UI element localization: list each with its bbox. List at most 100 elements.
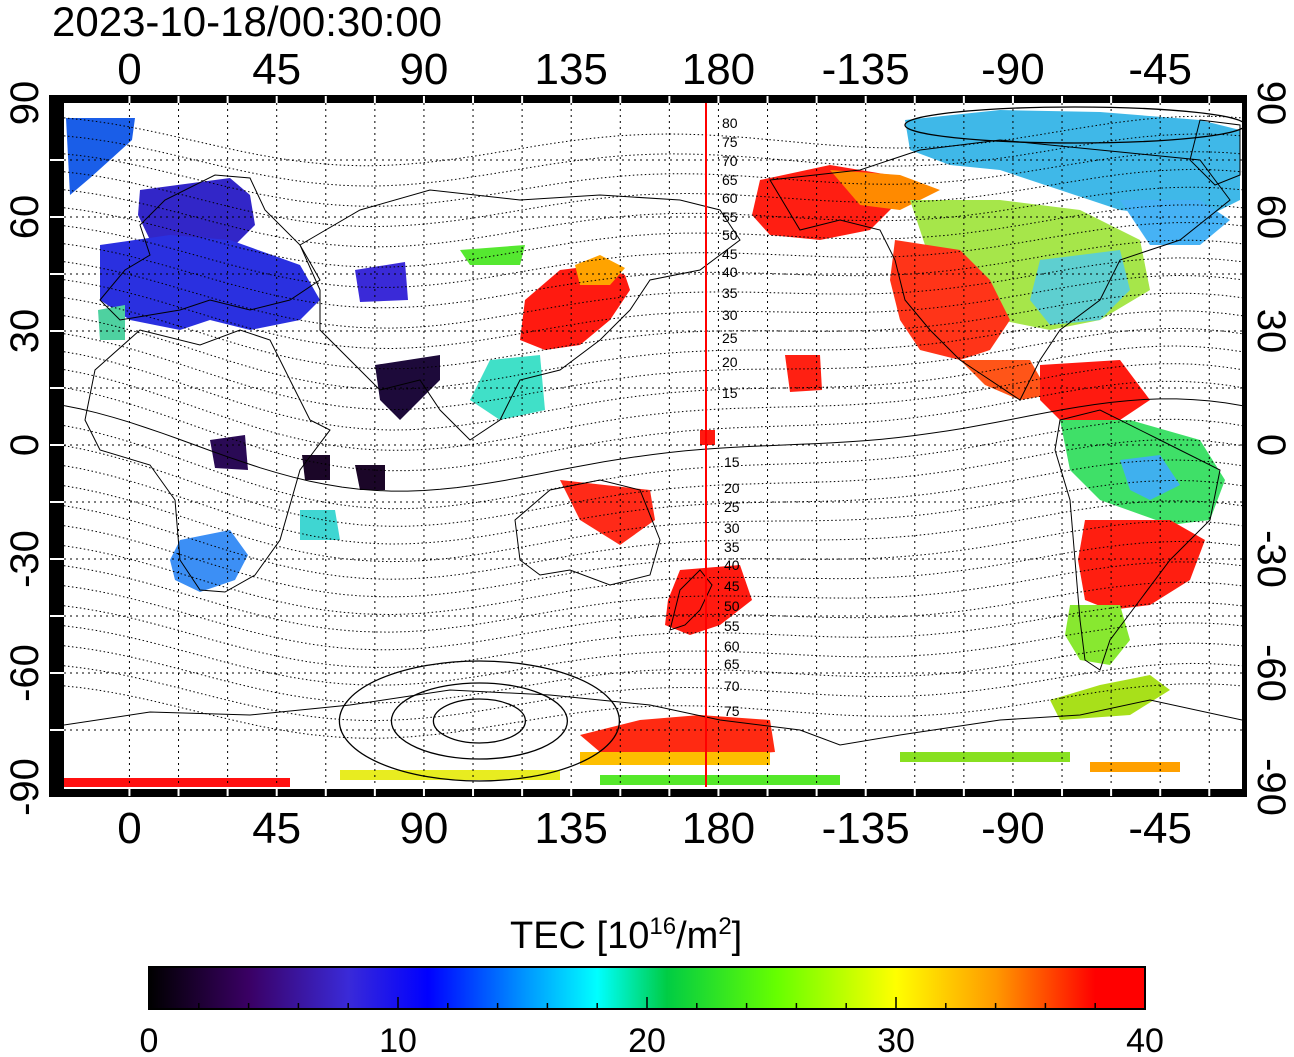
border-tick — [177, 96, 180, 103]
border-tick — [50, 216, 64, 218]
dip-contour — [64, 257, 1242, 329]
right-latitude-label: 0 — [1249, 434, 1293, 456]
top-longitude-label: 90 — [399, 45, 448, 94]
dip-label: 20 — [722, 354, 738, 370]
top-longitude-label: 135 — [534, 45, 607, 94]
dip-contour — [64, 459, 1242, 545]
border-tick — [1110, 96, 1113, 103]
bottom-longitude-label: 135 — [534, 804, 607, 853]
dip-contour-polar — [338, 660, 621, 782]
tec-patch-ross-yellow — [580, 752, 770, 765]
tec-patch-canada-north — [905, 110, 1240, 220]
dip-label: 65 — [724, 656, 740, 672]
dip-label: 45 — [724, 578, 740, 594]
tec-patch-s-america-south — [1078, 520, 1205, 610]
dip-label: 30 — [722, 307, 738, 323]
border-tick — [619, 789, 622, 796]
border-tick — [50, 501, 64, 503]
dip-contour-polar — [390, 682, 569, 760]
border-ticks — [50, 96, 1246, 796]
dip-label: 45 — [722, 246, 738, 262]
border-tick — [373, 96, 376, 103]
magnetic-latitude-contours — [64, 106, 1242, 782]
bottom-longitude-label: -90 — [981, 804, 1045, 853]
tec-patch-antarctica-green — [600, 775, 840, 785]
dip-contour — [64, 662, 1242, 722]
dip-label: 55 — [722, 209, 738, 225]
dip-contour — [64, 581, 1242, 651]
top-longitude-label: -135 — [822, 45, 910, 94]
right-latitude-label: 30 — [1249, 309, 1293, 354]
dip-contour — [64, 327, 1242, 411]
top-longitude-label: 0 — [117, 45, 141, 94]
border-tick — [275, 96, 278, 103]
right-latitude-labels: 90 60 30 0 -30 -60 -90 — [1249, 81, 1293, 816]
dip-contour — [64, 602, 1242, 668]
dip-label: 60 — [724, 638, 740, 654]
tec-patch-ross — [580, 715, 775, 758]
border-tick — [226, 789, 229, 796]
border-right — [1242, 96, 1246, 796]
tec-patch-southern-africa — [170, 530, 248, 592]
border-tick — [422, 96, 425, 103]
border-tick — [521, 96, 524, 103]
bottom-longitude-label: -45 — [1128, 804, 1192, 853]
dip-contour — [64, 642, 1242, 704]
tec-patch-antarctica-red — [64, 778, 290, 787]
border-tick — [815, 789, 818, 796]
border-tick — [570, 789, 573, 796]
border-tick — [50, 159, 64, 161]
tec-patch-antarctica-yellow — [340, 770, 560, 780]
tec-patch-ocean-hawaii — [785, 355, 822, 392]
coast-antarctica — [64, 689, 1242, 746]
dip-label: 65 — [722, 172, 738, 188]
dip-labels-south: 15 20 25 30 35 40 45 50 55 60 65 70 75 — [724, 454, 740, 719]
dip-contour — [64, 133, 1242, 187]
colorbar-tick-label: 10 — [379, 1022, 417, 1057]
left-latitude-label: -90 — [3, 758, 47, 816]
tec-patch-caribbean — [1040, 360, 1150, 420]
border-tick — [50, 273, 64, 275]
tec-patch-china-green — [460, 245, 525, 265]
coast-south-america — [1054, 409, 1221, 671]
colorbar-tick-label: 30 — [877, 1022, 915, 1057]
top-longitude-label: -45 — [1128, 45, 1192, 94]
dip-label: 60 — [722, 190, 738, 206]
right-latitude-label: 90 — [1249, 81, 1293, 126]
border-tick — [913, 96, 916, 103]
coast-north-america — [769, 139, 1231, 401]
dip-label: 15 — [722, 385, 738, 401]
border-tick — [1208, 96, 1211, 103]
tec-patch-japan-yellow — [575, 255, 625, 285]
border-tick — [50, 729, 64, 731]
border-tick — [1208, 789, 1211, 796]
dip-labels-north: 80 75 70 65 60 55 50 45 40 35 30 25 20 15 — [722, 115, 738, 401]
border-tick — [766, 96, 769, 103]
tec-patch-europe — [100, 235, 320, 330]
right-latitude-label: -90 — [1249, 758, 1293, 816]
tec-patch-se-asia — [470, 355, 545, 420]
dip-label: 35 — [724, 539, 740, 555]
left-latitude-label: 30 — [3, 309, 47, 354]
right-latitude-label: 60 — [1249, 195, 1293, 240]
dip-contour — [64, 186, 1242, 248]
top-longitude-label: -90 — [981, 45, 1045, 94]
border-tick — [1159, 96, 1162, 103]
dip-contour — [64, 292, 1242, 370]
border-tick — [962, 789, 965, 796]
colorbar-title: TEC [1016/m2] — [510, 913, 742, 957]
bottom-longitude-label: -135 — [822, 804, 910, 853]
dip-contour — [64, 520, 1242, 598]
border-tick — [50, 387, 64, 389]
border-tick — [717, 96, 720, 103]
border-tick — [275, 789, 278, 796]
left-latitude-label: -30 — [3, 530, 47, 588]
border-tick — [128, 96, 131, 103]
tec-patch-africa-dark3 — [355, 465, 385, 490]
border-tick — [570, 96, 573, 103]
dip-label: 40 — [724, 557, 740, 573]
dip-contour — [64, 310, 1242, 390]
border-tick — [50, 330, 64, 332]
border-tick — [913, 789, 916, 796]
dip-label: 75 — [724, 703, 740, 719]
